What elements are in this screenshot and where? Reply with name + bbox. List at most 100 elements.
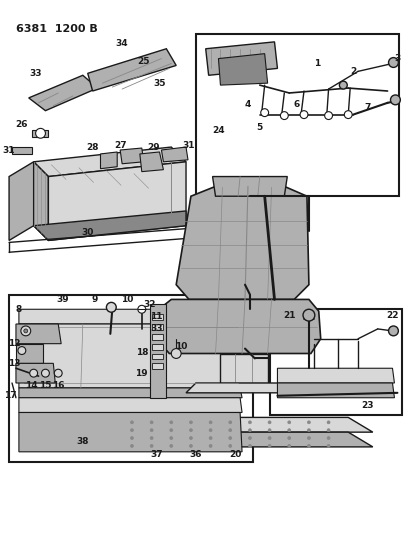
Polygon shape: [29, 75, 97, 111]
Text: 13: 13: [8, 359, 20, 368]
Polygon shape: [16, 364, 55, 383]
Circle shape: [267, 437, 270, 440]
Circle shape: [54, 369, 62, 377]
Polygon shape: [205, 42, 277, 75]
Bar: [269, 309, 401, 415]
Polygon shape: [277, 368, 393, 383]
Circle shape: [41, 369, 49, 377]
Circle shape: [228, 445, 231, 447]
Text: 32: 32: [143, 300, 155, 309]
Text: 17: 17: [4, 391, 16, 400]
Circle shape: [287, 437, 290, 440]
Circle shape: [260, 109, 268, 117]
Text: 33: 33: [150, 325, 162, 334]
Circle shape: [137, 305, 145, 313]
Bar: [9, 295, 252, 462]
Circle shape: [189, 421, 192, 424]
Text: 26: 26: [16, 120, 28, 129]
Circle shape: [228, 437, 231, 440]
Circle shape: [169, 445, 172, 447]
Circle shape: [307, 429, 310, 432]
Text: 8: 8: [16, 305, 22, 314]
Text: 25: 25: [137, 57, 150, 66]
Text: 29: 29: [147, 142, 160, 151]
Circle shape: [228, 429, 231, 432]
Polygon shape: [186, 383, 303, 393]
Circle shape: [248, 437, 251, 440]
Polygon shape: [31, 131, 48, 137]
Circle shape: [169, 421, 172, 424]
Bar: [151, 353, 163, 359]
Bar: [196, 34, 398, 196]
Circle shape: [287, 429, 290, 432]
Polygon shape: [16, 344, 43, 364]
Text: 27: 27: [114, 141, 126, 150]
Circle shape: [267, 445, 270, 447]
Circle shape: [280, 111, 288, 119]
Circle shape: [228, 421, 231, 424]
Text: 31: 31: [182, 141, 195, 150]
Text: 3: 3: [393, 54, 400, 63]
Circle shape: [307, 437, 310, 440]
Text: 6: 6: [293, 100, 299, 109]
Polygon shape: [97, 432, 372, 447]
Text: 34: 34: [115, 39, 128, 49]
Circle shape: [209, 421, 211, 424]
Circle shape: [248, 445, 251, 447]
Circle shape: [150, 445, 153, 447]
Circle shape: [130, 437, 133, 440]
Circle shape: [169, 429, 172, 432]
Text: 20: 20: [229, 450, 241, 459]
Polygon shape: [149, 304, 166, 398]
Circle shape: [209, 437, 211, 440]
Circle shape: [339, 81, 346, 89]
Circle shape: [171, 349, 181, 358]
Text: 18: 18: [135, 348, 148, 357]
Circle shape: [388, 326, 398, 336]
Circle shape: [150, 429, 153, 432]
Text: 16: 16: [52, 382, 64, 391]
Circle shape: [326, 421, 329, 424]
Circle shape: [36, 128, 45, 138]
Circle shape: [150, 437, 153, 440]
Circle shape: [150, 421, 153, 424]
Circle shape: [248, 429, 251, 432]
Text: 19: 19: [135, 369, 148, 378]
Text: 23: 23: [361, 401, 373, 410]
Text: 28: 28: [86, 142, 99, 151]
Bar: [151, 344, 163, 350]
Circle shape: [189, 437, 192, 440]
Text: 21: 21: [282, 311, 295, 320]
Text: 10: 10: [175, 342, 187, 351]
Polygon shape: [12, 147, 31, 154]
Polygon shape: [139, 152, 163, 172]
Circle shape: [130, 421, 133, 424]
Polygon shape: [88, 49, 176, 91]
Polygon shape: [19, 324, 241, 388]
Text: 31: 31: [3, 146, 15, 155]
Circle shape: [130, 429, 133, 432]
Circle shape: [130, 445, 133, 447]
Text: 6381  1200 B: 6381 1200 B: [16, 24, 97, 34]
Circle shape: [388, 58, 398, 67]
Circle shape: [389, 95, 399, 105]
Polygon shape: [212, 176, 287, 196]
Polygon shape: [19, 309, 241, 324]
Text: 7: 7: [364, 103, 370, 112]
Text: 2: 2: [349, 67, 355, 76]
Bar: [151, 334, 163, 340]
Circle shape: [24, 329, 28, 333]
Circle shape: [344, 111, 351, 118]
Text: 38: 38: [76, 438, 89, 447]
Circle shape: [267, 421, 270, 424]
Polygon shape: [156, 300, 320, 353]
Polygon shape: [120, 148, 144, 164]
Circle shape: [326, 445, 329, 447]
Circle shape: [169, 437, 172, 440]
Circle shape: [326, 437, 329, 440]
Bar: [151, 364, 163, 369]
Text: 36: 36: [189, 450, 202, 459]
Circle shape: [302, 309, 314, 321]
Polygon shape: [161, 147, 188, 162]
Circle shape: [248, 421, 251, 424]
